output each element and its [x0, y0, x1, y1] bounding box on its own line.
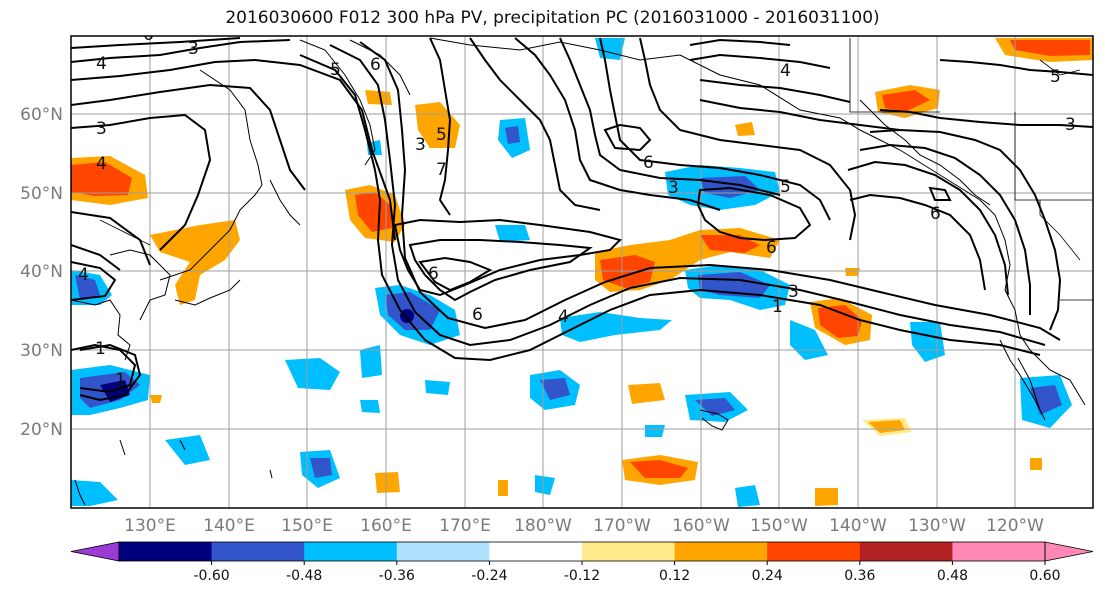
pv-label: 6	[643, 153, 654, 173]
pv-label: 4	[96, 54, 107, 74]
lat-label: 20°N	[20, 420, 63, 440]
pv-label: 5	[780, 177, 791, 197]
pv-label: 3	[96, 119, 107, 139]
colorbar-tick-label: 0.24	[752, 568, 783, 584]
colorbar-tick-label: 0.36	[844, 568, 875, 584]
pv-label: 6	[370, 55, 381, 75]
pv-label: 4	[96, 154, 107, 174]
pv-contours	[71, 37, 1093, 402]
lon-label: 150°E	[281, 516, 333, 536]
colorbar-swatch	[119, 542, 213, 561]
colorbar-tick-label: -0.24	[471, 568, 507, 584]
colorbar-swatch	[859, 542, 953, 561]
lon-label: 140°E	[203, 516, 255, 536]
colorbar-tick-label: -0.48	[286, 568, 322, 584]
longitude-labels: 130°E 140°E 150°E 160°E 170°E 180°W 170°…	[124, 516, 1044, 536]
colorbar-tick-label: -0.36	[379, 568, 415, 584]
colorbar-extend-low	[70, 541, 120, 562]
pv-label: 6	[143, 25, 154, 45]
pv-label: 5	[1050, 67, 1061, 87]
map-title: 2016030600 F012 300 hPa PV, precipitatio…	[225, 8, 880, 28]
lon-label: 120°W	[986, 516, 1044, 536]
pv-label: 6	[930, 204, 941, 224]
colorbar: -0.60 -0.48 -0.36 -0.24 -0.12 0.12 0.24 0.36 0.4…	[70, 541, 1094, 584]
lon-label: 130°E	[124, 516, 176, 536]
colorbar-tick-label: -0.12	[564, 568, 600, 584]
colorbar-tick-label: -0.60	[193, 568, 229, 584]
pv-label: 5	[330, 60, 341, 80]
lon-label: 160°E	[360, 516, 412, 536]
map-area	[71, 36, 1093, 508]
colorbar-swatch	[767, 542, 861, 561]
colorbar-swatch	[489, 542, 583, 561]
colorbar-extend-high	[1044, 541, 1094, 562]
lon-label: 180°W	[514, 516, 572, 536]
lon-label: 170°W	[593, 516, 651, 536]
pv-label: 5	[436, 125, 447, 145]
pv-label: 7	[436, 160, 447, 180]
lat-label: 50°N	[20, 184, 63, 204]
colorbar-swatch	[304, 542, 398, 561]
pv-label: 4	[780, 61, 791, 81]
lon-label: 140°W	[829, 516, 887, 536]
pv-label: 6	[766, 238, 777, 258]
pv-label: 1	[772, 297, 783, 317]
lat-label: 30°N	[20, 341, 63, 361]
lon-label: 160°W	[672, 516, 730, 536]
map-content: 4 3 4 6 3 5 6 4 5 3 3 5 7 6 3 5 6 6 6 4 …	[71, 25, 1093, 508]
latitude-labels: 60°N 50°N 40°N 30°N 20°N	[20, 105, 63, 440]
pv-label: 3	[188, 39, 199, 59]
lat-label: 60°N	[20, 105, 63, 125]
pv-label: 3	[415, 135, 426, 155]
colorbar-swatch	[952, 542, 1046, 561]
pv-label: 4	[78, 265, 89, 285]
pv-label: 3	[668, 178, 679, 198]
lon-label: 150°W	[750, 516, 808, 536]
pv-contour-labels: 4 3 4 6 3 5 6 4 5 3 3 5 7 6 3 5 6 6 6 4 …	[78, 25, 1076, 390]
colorbar-tick-label: 0.60	[1029, 568, 1060, 584]
pv-label: 3	[1065, 115, 1076, 135]
colorbar-swatch	[396, 542, 490, 561]
map-frame	[70, 35, 1094, 509]
lat-label: 40°N	[20, 262, 63, 282]
pv-label: 3	[788, 282, 799, 302]
pv-label: 1	[95, 339, 106, 359]
colorbar-tick-label: 0.12	[659, 568, 690, 584]
colorbar-swatch	[211, 542, 305, 561]
precip-positive-anomalies	[71, 38, 1093, 506]
lon-label: 130°W	[908, 516, 966, 536]
colorbar-swatch	[582, 542, 676, 561]
colorbar-tick-label: 0.48	[937, 568, 968, 584]
pv-label: 6	[472, 305, 483, 325]
pv-label: 4	[558, 307, 569, 327]
lon-label: 170°E	[439, 516, 491, 536]
colorbar-swatch	[674, 542, 768, 561]
pv-label: 1	[115, 370, 126, 390]
pv-label: 6	[428, 264, 439, 284]
